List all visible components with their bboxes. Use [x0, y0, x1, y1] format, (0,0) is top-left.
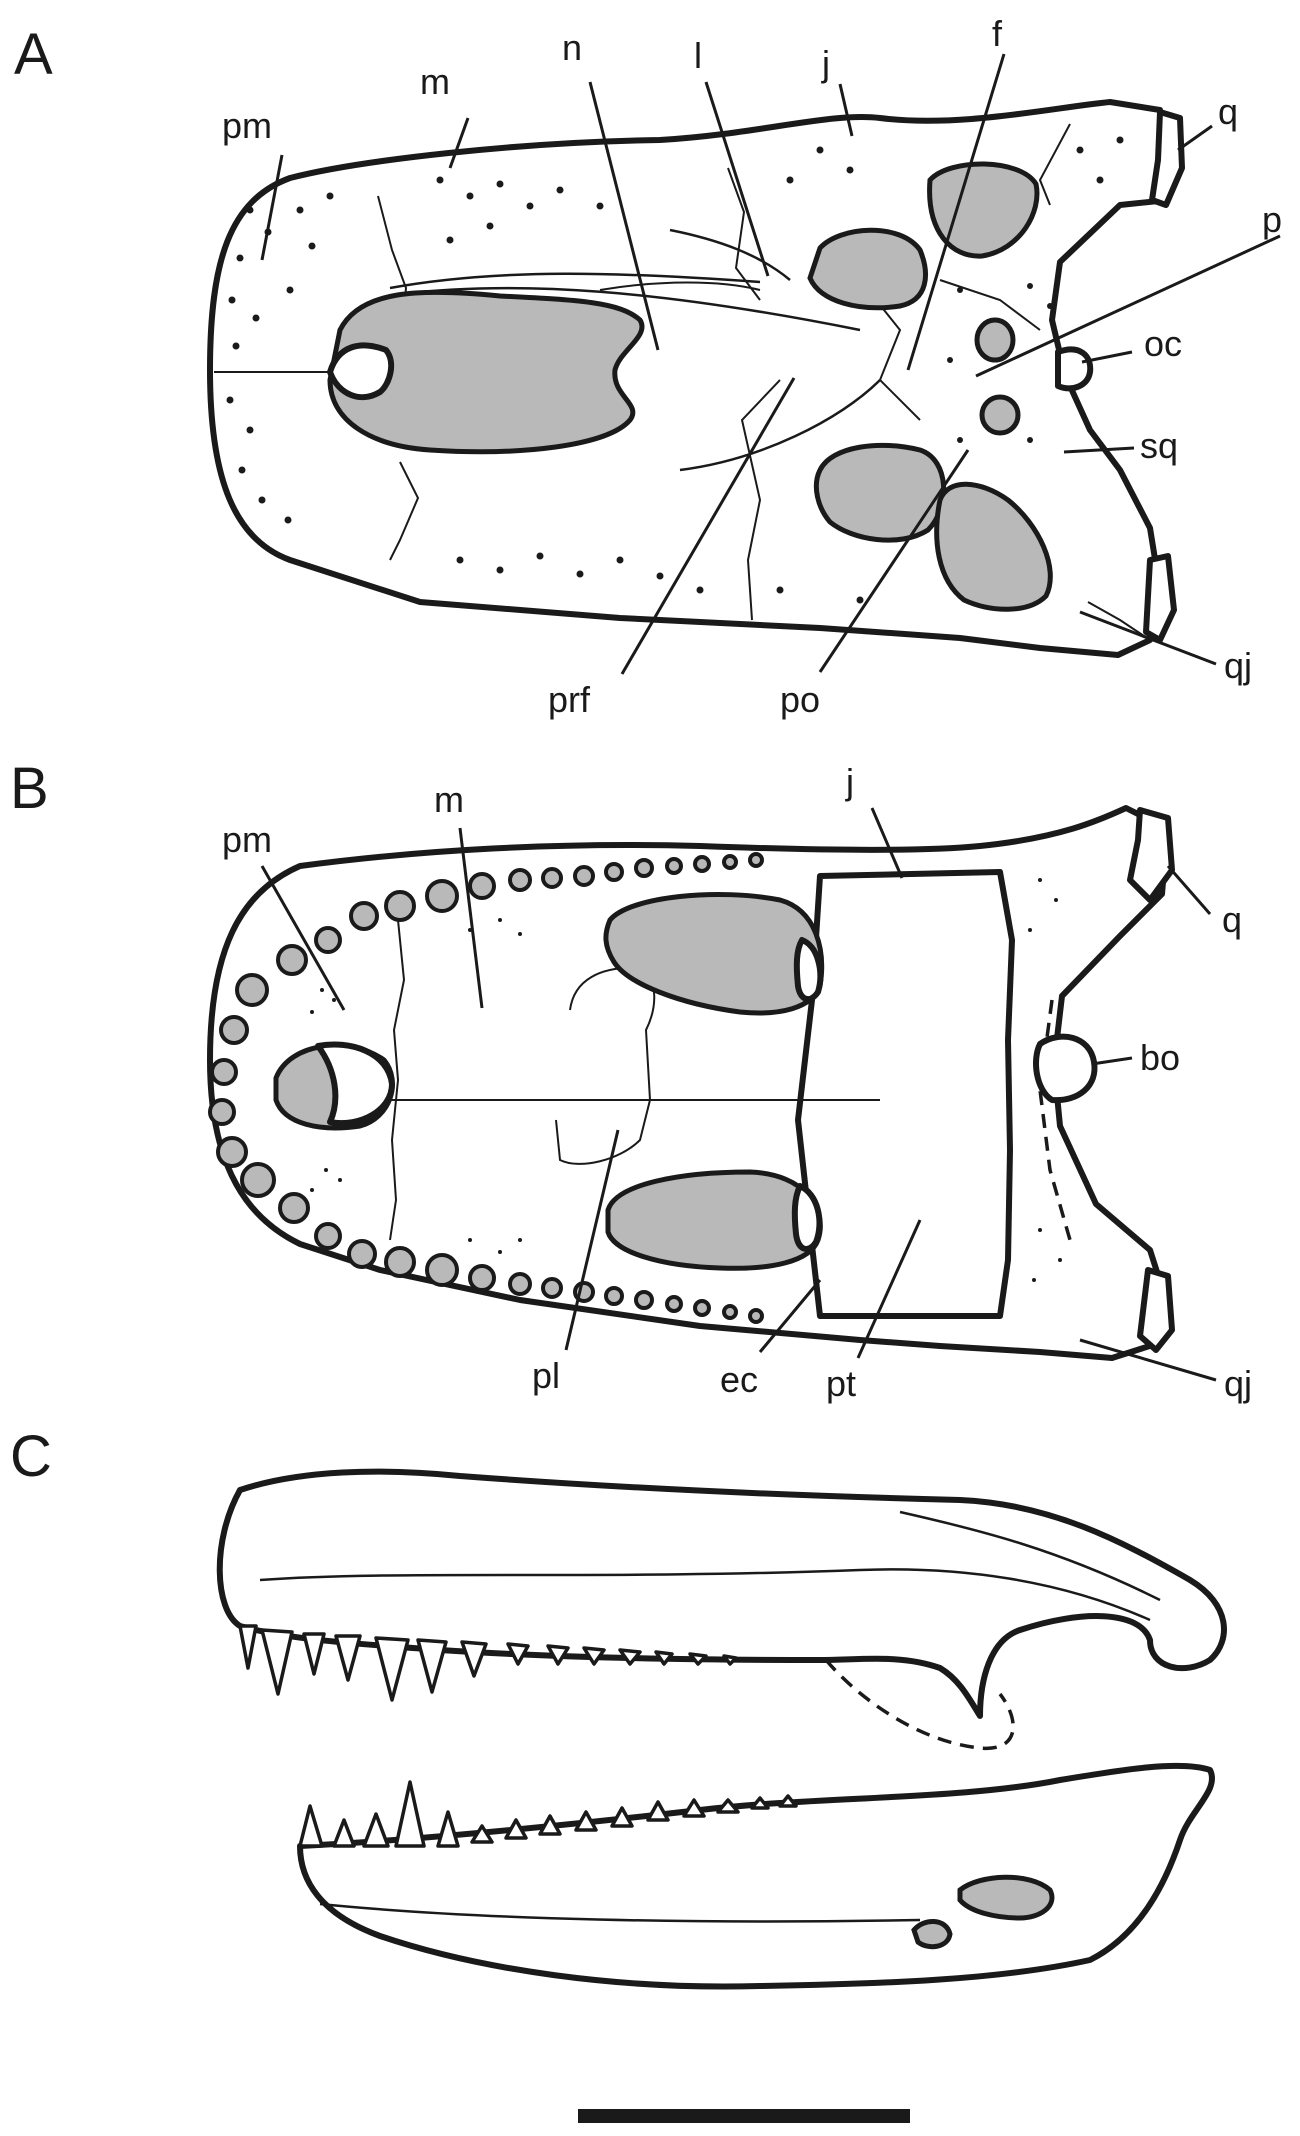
label-j-b: j	[845, 761, 854, 802]
suture-lacrimal	[727, 167, 761, 301]
panel-letter-a: A	[14, 22, 53, 87]
label-f-a: f	[992, 13, 1003, 54]
orbit-right	[813, 442, 947, 543]
leader-pm-a	[260, 154, 284, 261]
label-pl-b: pl	[532, 1355, 560, 1396]
panel-letter-b: B	[10, 756, 49, 821]
label-q-a: q	[1218, 91, 1238, 132]
leader-pl-b	[564, 1129, 620, 1351]
label-l-a: l	[694, 35, 702, 76]
suture-nasal	[599, 281, 761, 291]
suture-prefrontal	[740, 379, 781, 621]
suture-quadratojugal	[1087, 601, 1151, 641]
leader-pm-b	[260, 865, 346, 1011]
leader-n-a	[588, 81, 660, 351]
leader-m-b	[458, 827, 484, 1009]
striation-4	[679, 379, 881, 472]
striation-2	[399, 286, 861, 332]
suture-palatine-anterior	[555, 966, 656, 1165]
stipple-b	[310, 878, 1062, 1282]
suture-jugal	[1038, 123, 1071, 206]
ornament-dots-a	[226, 136, 1124, 604]
mandible-outline	[297, 1762, 1215, 1990]
alveoli-premaxilla	[208, 944, 310, 1224]
occipital-condyle	[1055, 346, 1094, 392]
alveoli-lower-row	[314, 1222, 764, 1324]
label-qj-b: qj	[1224, 1363, 1252, 1404]
leader-q-b	[1166, 865, 1212, 915]
infratemporal-fenestra	[934, 481, 1053, 612]
label-n-a: n	[562, 27, 582, 68]
label-qj-a: qj	[1224, 645, 1252, 686]
label-pm-b: pm	[222, 819, 272, 860]
leader-f-a	[906, 53, 1006, 371]
alveoli-upper-row	[314, 852, 764, 954]
label-j-a: j	[821, 43, 830, 84]
leader-l-a	[704, 81, 770, 277]
label-prf-a: prf	[548, 679, 591, 720]
suborbital-fenestra-lower	[605, 1169, 823, 1271]
quadrate-condyle-b-lower	[1137, 1267, 1175, 1353]
leader-j-b	[870, 807, 904, 879]
postorbital-fenestra-small-1	[974, 317, 1016, 363]
leader-qj-a	[1079, 610, 1217, 666]
label-sq-a: sq	[1140, 425, 1178, 466]
leader-p-a	[975, 234, 1281, 378]
supratemporal-fenestra-upper	[927, 161, 1040, 259]
basioccipital-condyle	[1033, 1033, 1098, 1104]
external-naris	[327, 289, 645, 455]
label-q-b: q	[1222, 899, 1242, 940]
lateral-dashed-reconstruction	[824, 1658, 1015, 1750]
leader-j-a	[838, 83, 854, 137]
suborbital-notch-upper	[793, 937, 824, 1003]
striation-1	[389, 272, 761, 290]
label-pt-b: pt	[826, 1363, 856, 1404]
leader-sq-a	[1063, 446, 1135, 454]
quadrate-condyle-lower	[1143, 553, 1177, 643]
leader-po-a	[818, 449, 970, 673]
mandibular-fenestra-small	[911, 1919, 953, 1950]
mandibular-fenestra	[957, 1874, 1055, 1921]
label-m-b: m	[434, 779, 464, 820]
suture-midline-rear	[939, 279, 1041, 331]
panel-b: B	[10, 756, 1252, 1404]
lower-teeth	[298, 1780, 798, 1848]
leader-bo-b	[1091, 1056, 1133, 1066]
naris-notch	[327, 342, 395, 401]
label-m-a: m	[420, 61, 450, 102]
upper-teeth	[238, 1624, 738, 1702]
leader-pt-b	[856, 1219, 922, 1359]
panel-c: C	[10, 1424, 1227, 2123]
label-bo-b: bo	[1140, 1037, 1180, 1078]
skull-lateral-line-2	[899, 1510, 1161, 1602]
pterygoid-dashed-margin	[1038, 999, 1072, 1241]
label-ec-b: ec	[720, 1359, 758, 1400]
leader-qj-b	[1079, 1338, 1217, 1382]
postorbital-fenestra-small-2	[979, 394, 1021, 436]
leader-prf-a	[620, 377, 796, 675]
label-oc-a: oc	[1144, 323, 1182, 364]
striation-3	[669, 228, 791, 281]
mandible-line-1	[319, 1902, 921, 1923]
pterygoid-plate	[795, 869, 1015, 1319]
skull-lateral-line-1	[259, 1568, 1151, 1622]
label-po-a: po	[780, 679, 820, 720]
suture-premaxilla-maxilla-b	[389, 919, 406, 1241]
leader-q-a	[1177, 124, 1213, 152]
quadrate-condyle-b-upper	[1127, 807, 1175, 903]
suborbital-notch-lower	[791, 1183, 823, 1252]
panel-a: A	[14, 13, 1282, 720]
leader-ec-b	[758, 1279, 822, 1353]
suture-premaxilla-maxilla-lower	[389, 461, 420, 561]
orbit-left	[807, 227, 928, 311]
leader-oc-a	[1081, 350, 1133, 364]
label-pm-a: pm	[222, 105, 272, 146]
quadrate-condyle-upper	[1149, 109, 1185, 208]
leader-m-a	[448, 117, 470, 169]
label-p-a: p	[1262, 199, 1282, 240]
panel-letter-c: C	[10, 1424, 52, 1489]
incisive-foramen-notch	[315, 1041, 395, 1127]
